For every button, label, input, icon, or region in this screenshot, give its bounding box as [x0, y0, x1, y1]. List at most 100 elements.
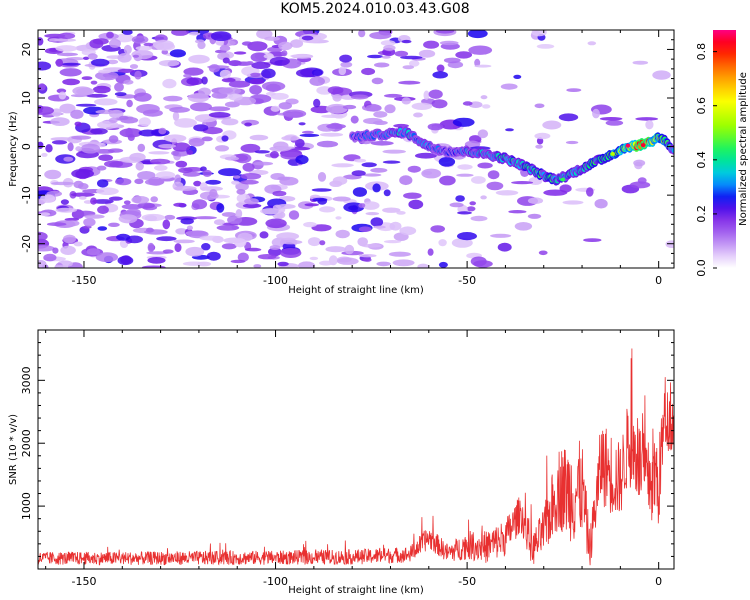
heatmap-cell: [86, 248, 101, 256]
heatmap-cell: [508, 210, 527, 214]
heatmap-cell: [63, 156, 74, 162]
heatmap-cell: [380, 40, 396, 46]
heatmap-cell: [87, 53, 98, 60]
heatmap-cell: [45, 144, 53, 153]
heatmap-cell: [51, 181, 75, 186]
heatmap-cell: [150, 158, 171, 165]
heatmap-cell: [61, 62, 81, 66]
heatmap-cell: [371, 77, 384, 85]
heatmap-cell: [353, 158, 367, 163]
heatmap-cell: [362, 201, 380, 210]
heatmap-cell: [402, 65, 415, 70]
heatmap-cell: [90, 197, 97, 205]
page-title: KOM5.2024.010.03.43.G08: [280, 1, 470, 17]
heatmap-cell: [221, 243, 237, 250]
heatmap-cell: [193, 216, 217, 220]
heatmap-cell: [188, 31, 201, 36]
heatmap-cell: [599, 117, 623, 121]
heatmap-cell: [304, 203, 319, 207]
heatmap-cell: [257, 254, 277, 260]
colorbar-tick-label: 0.2: [695, 205, 708, 223]
heatmap-cell: [244, 247, 262, 252]
colorbar-tick-label: 0.0: [695, 259, 708, 277]
heatmap-cell: [282, 109, 307, 118]
heatmap-cell: [117, 53, 132, 63]
heatmap-cell: [527, 197, 544, 204]
heatmap-cell: [43, 253, 57, 262]
heatmap-cell: [268, 247, 282, 257]
heatmap-cell: [59, 103, 76, 114]
heatmap-cell: [183, 73, 192, 78]
heatmap-cell: [381, 55, 391, 59]
heatmap-cell: [38, 37, 44, 46]
heatmap-cell: [319, 240, 326, 246]
heatmap-cell: [325, 246, 347, 253]
heatmap-cell: [118, 214, 138, 224]
heatmap-cell: [131, 196, 150, 204]
heatmap-cell: [389, 221, 402, 231]
heatmap-cell: [474, 64, 492, 68]
heatmap-cell: [326, 123, 346, 129]
x-tick-label: -100: [263, 575, 288, 588]
heatmap-cell: [497, 242, 512, 252]
heatmap-cell: [38, 199, 45, 205]
heatmap-cell: [114, 82, 124, 92]
heatmap-cell: [383, 44, 396, 51]
heatmap-cell: [272, 190, 287, 197]
heatmap-cell: [46, 222, 67, 227]
heatmap-cell: [253, 161, 274, 166]
heatmap-cell: [436, 64, 445, 73]
heatmap-cell: [309, 256, 319, 261]
heatmap-cell: [114, 92, 127, 97]
heatmap-cell: [250, 72, 261, 77]
heatmap-cell: [175, 160, 188, 168]
heatmap-cell: [162, 249, 174, 254]
x-tick-label: -150: [71, 274, 96, 287]
heatmap-cell: [95, 109, 117, 115]
heatmap-cell: [352, 187, 367, 197]
heatmap-cell: [119, 115, 129, 120]
heatmap-cell: [316, 140, 339, 148]
heatmap-cell: [505, 128, 514, 132]
heatmap-cell: [407, 165, 421, 173]
heatmap-cell: [237, 252, 249, 262]
colorbar-tick-label: 0.6: [695, 97, 708, 115]
heatmap-cell: [241, 41, 253, 46]
heatmap-cell: [64, 217, 80, 222]
heatmap-cell: [335, 216, 342, 220]
heatmap-cell: [126, 99, 133, 108]
heatmap-cell: [490, 233, 512, 238]
y-tick-label: 20: [20, 42, 33, 56]
heatmap-cell: [143, 42, 154, 47]
y-tick-label: 3000: [20, 366, 33, 394]
heatmap-cell: [277, 176, 291, 181]
heatmap-cell: [594, 198, 608, 209]
heatmap-cell: [269, 245, 281, 250]
heatmap-cell: [630, 181, 651, 189]
heatmap-cell: [457, 164, 473, 170]
y-tick-label: 0: [20, 143, 33, 150]
heatmap-cell: [527, 213, 542, 219]
heatmap-cell: [413, 112, 423, 118]
heatmap-cell: [129, 64, 139, 69]
heatmap-cell: [162, 78, 177, 89]
heatmap-cell: [182, 261, 206, 266]
heatmap-cell: [250, 52, 268, 62]
heatmap-cell: [48, 38, 60, 42]
heatmap-cell: [52, 247, 59, 254]
heatmap-cell: [97, 179, 109, 188]
heatmap-cell: [365, 104, 382, 112]
heatmap-cell: [114, 33, 134, 43]
heatmap-cell: [358, 203, 366, 208]
heatmap-cell: [332, 94, 342, 102]
heatmap-cell: [259, 231, 269, 239]
heatmap-cell: [350, 115, 359, 124]
heatmap-cell: [370, 217, 384, 227]
heatmap-cell: [158, 60, 180, 67]
heatmap-cell: [135, 46, 153, 51]
heatmap-cell: [216, 224, 240, 231]
heatmap-cell: [221, 135, 229, 142]
heatmap-cell: [51, 140, 68, 145]
heatmap-cell: [455, 195, 465, 202]
heatmap-cell: [392, 259, 415, 267]
